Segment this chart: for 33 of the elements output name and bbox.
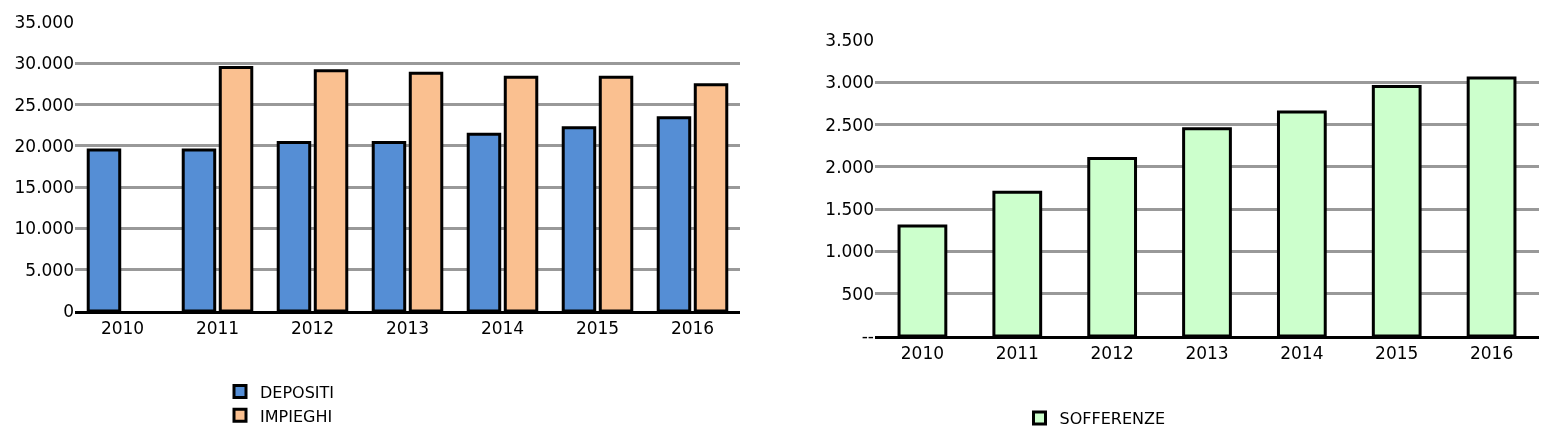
x-tick-label: 2016 [670, 318, 715, 339]
x-tick-label: 2013 [385, 318, 430, 339]
x-tick-label: 2014 [480, 318, 525, 339]
x-tick-label: 2014 [1280, 343, 1324, 364]
x-tick-label: 2016 [1469, 343, 1514, 364]
x-tick-label: 2010 [100, 318, 145, 339]
legend-label: DEPOSITI [260, 382, 335, 402]
x-tick-label: 2012 [290, 318, 335, 339]
x-tick-label: 2015 [1375, 343, 1419, 364]
y-tick-label: 500 [841, 283, 874, 304]
y-tick-label: 3.000 [825, 72, 874, 93]
y-tick-label: 5.000 [25, 259, 74, 280]
y-tick-label: 20.000 [14, 135, 74, 156]
y-tick-label: 0 [63, 300, 74, 321]
x-tick-label: 2015 [575, 318, 620, 339]
y-tick-label: 3.500 [825, 29, 874, 50]
x-tick-label: 2010 [900, 343, 945, 364]
y-tick-label: 25.000 [14, 94, 74, 115]
y-tick-label: 35.000 [14, 11, 74, 32]
y-tick-label: 1.500 [825, 199, 874, 220]
x-tick-label: 2013 [1185, 343, 1229, 364]
y-tick-label: 2.000 [825, 156, 874, 177]
y-tick-label: -- [861, 325, 874, 346]
legend-label: IMPIEGHI [260, 406, 333, 426]
y-tick-label: 1.000 [825, 241, 874, 262]
y-tick-label: 10.000 [14, 218, 74, 239]
y-tick-label: 15.000 [14, 177, 74, 198]
x-tick-label: 2011 [195, 318, 240, 339]
legend-label: SOFFERENZE [1059, 409, 1166, 429]
x-tick-label: 2012 [1090, 343, 1134, 364]
x-tick-label: 2011 [995, 343, 1039, 364]
y-tick-label: 30.000 [14, 53, 74, 74]
y-tick-label: 2.500 [825, 114, 874, 135]
